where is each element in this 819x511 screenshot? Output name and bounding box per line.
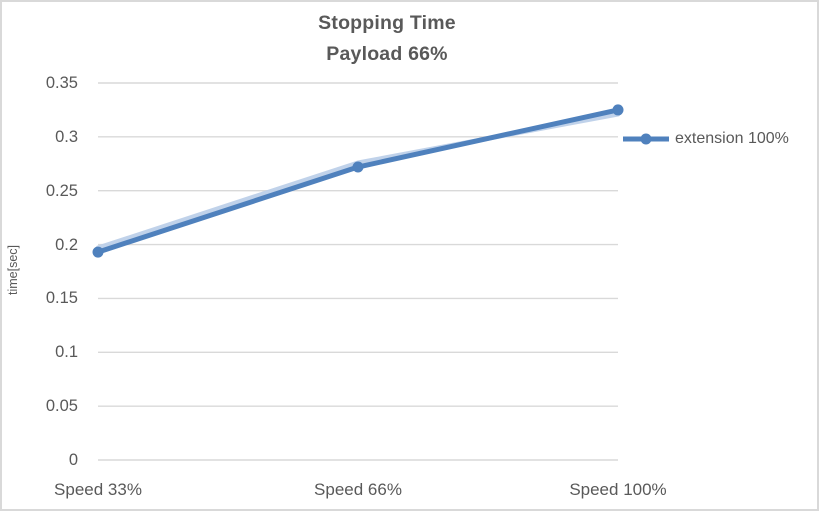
data-point-marker	[92, 246, 104, 258]
chart-title-line2: Payload 66%	[326, 43, 448, 65]
x-tick-label: Speed 66%	[314, 480, 402, 499]
chart-title: Stopping Time Payload 66%	[2, 8, 772, 70]
y-tick-label: 0.25	[45, 181, 78, 200]
data-point-marker	[612, 104, 624, 116]
x-tick-label: Speed 33%	[54, 480, 142, 499]
y-tick-label: 0.15	[45, 289, 78, 308]
legend-label: extension 100%	[675, 130, 789, 147]
y-tick-label: 0.05	[45, 397, 78, 416]
series-line	[95, 107, 621, 255]
y-tick-label: 0.1	[55, 343, 78, 362]
chart-title-line1: Stopping Time	[318, 12, 456, 34]
data-point-marker	[352, 161, 364, 173]
y-tick-label: 0	[68, 451, 78, 469]
legend-line-marker-icon	[623, 133, 669, 145]
x-tick-label: Speed 100%	[569, 480, 667, 499]
y-tick-label: 0.2	[55, 235, 78, 254]
y-tick-label: 0.35	[45, 74, 78, 92]
legend: extension 100%	[622, 130, 789, 148]
y-tick-label: 0.3	[55, 127, 78, 146]
